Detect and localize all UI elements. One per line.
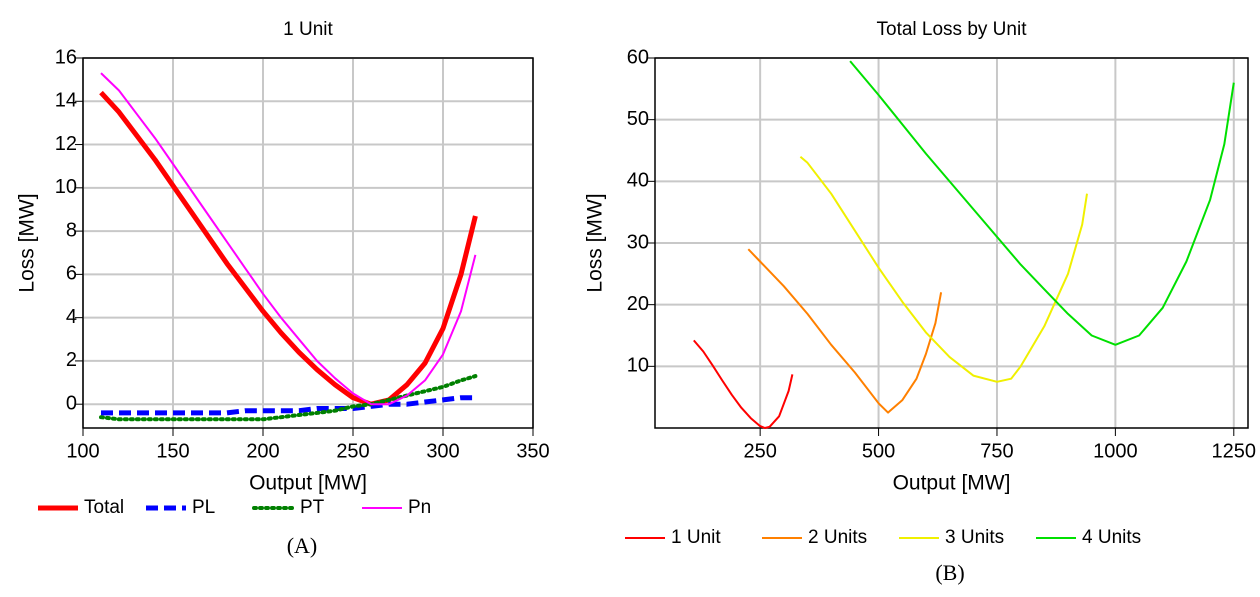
series-line [849, 60, 1235, 346]
y-tick-label: 16 [55, 46, 77, 68]
x-tick-label: 500 [862, 440, 895, 462]
chart-title: Total Loss by Unit [877, 19, 1028, 40]
y-tick-label: 12 [55, 133, 77, 155]
y-axis-label: Loss [MW] [16, 193, 39, 292]
y-tick-label: 14 [55, 90, 77, 112]
y-tick-label: 50 [627, 108, 649, 130]
series-line [693, 339, 794, 429]
y-tick-label: 0 [66, 392, 77, 414]
chart-title: 1 Unit [283, 19, 333, 40]
y-tick-label: 10 [627, 355, 649, 377]
series-line [101, 395, 476, 416]
y-tick-label: 10 [55, 176, 77, 198]
series-line [99, 374, 478, 422]
x-axis-label: Output [MW] [249, 472, 367, 495]
x-tick-label: 1250 [1212, 440, 1257, 462]
series-line [99, 90, 478, 407]
legend-label: 2 Units [808, 527, 867, 548]
x-tick-label: 300 [426, 440, 459, 462]
y-tick-label: 60 [627, 46, 649, 68]
x-tick-label: 1000 [1093, 440, 1138, 462]
legend-label: 1 Unit [671, 527, 721, 548]
y-axis-label: Loss [MW] [584, 193, 607, 292]
y-tick-label: 20 [627, 293, 649, 315]
caption: (B) [935, 560, 964, 585]
x-tick-label: 350 [516, 440, 549, 462]
y-tick-label: 2 [66, 349, 77, 371]
legend-label: PL [192, 497, 215, 518]
legend-label: 4 Units [1082, 527, 1141, 548]
x-axis-label: Output [MW] [893, 472, 1011, 495]
y-tick-label: 8 [66, 219, 77, 241]
x-tick-label: 150 [156, 440, 189, 462]
legend-label: 3 Units [945, 527, 1004, 548]
x-tick-label: 250 [743, 440, 776, 462]
series-line [747, 248, 943, 414]
legend-label: PT [300, 497, 325, 518]
y-tick-label: 30 [627, 231, 649, 253]
series-line [100, 72, 477, 406]
y-tick-label: 40 [627, 170, 649, 192]
x-tick-label: 750 [980, 440, 1013, 462]
x-tick-label: 200 [246, 440, 279, 462]
series-line [799, 155, 1088, 383]
plot-frame [82, 57, 534, 429]
legend-label: Pn [408, 497, 431, 518]
x-tick-label: 250 [336, 440, 369, 462]
x-tick-label: 100 [66, 440, 99, 462]
legend-label: Total [84, 497, 124, 518]
plot-frame [654, 57, 1249, 429]
y-tick-label: 4 [66, 306, 77, 328]
caption: (A) [287, 533, 318, 558]
y-tick-label: 6 [66, 263, 77, 285]
